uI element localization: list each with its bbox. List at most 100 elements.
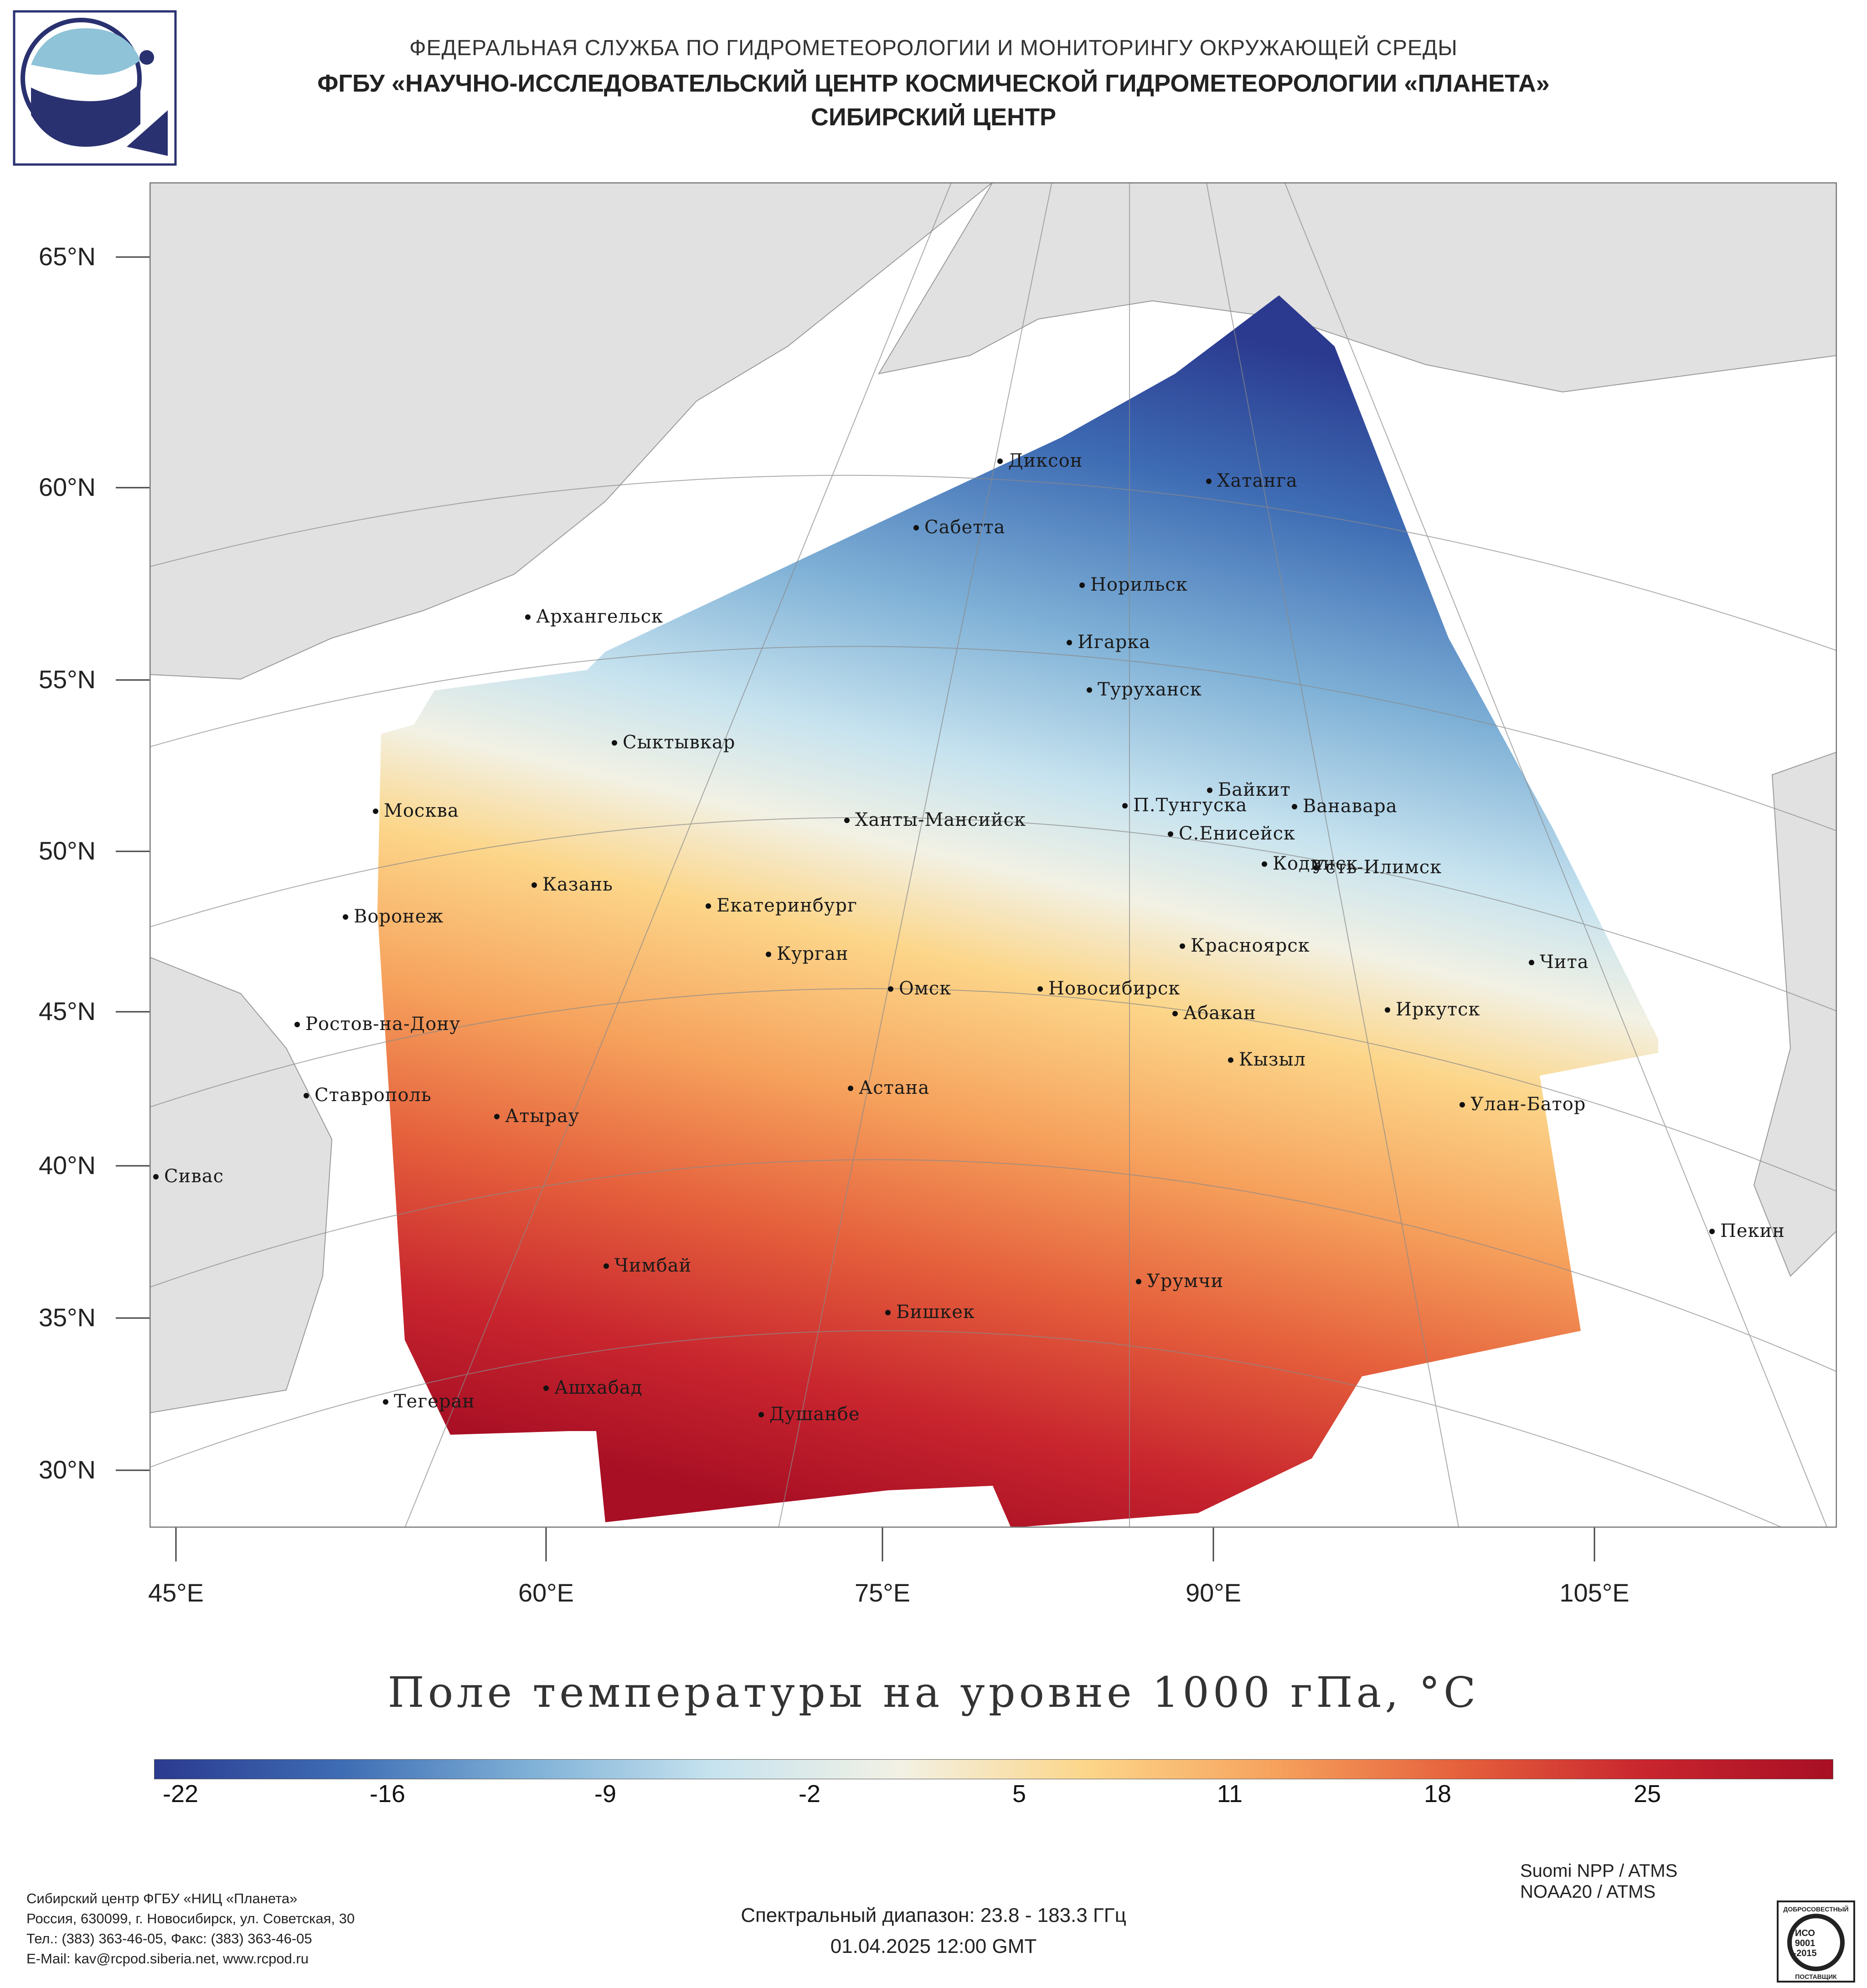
svg-text:Урумчи: Урумчи [1147,1271,1223,1292]
svg-text:Иркутск: Иркутск [1396,999,1480,1020]
city-kurgan: Курган [766,943,849,964]
header-institute: ФГБУ «НАУЧНО-ИССЛЕДОВАТЕЛЬСКИЙ ЦЕНТР КОС… [317,70,1550,97]
lon-label-105e: 105°E [1559,1578,1630,1607]
city-vanavara: Ванавара [1292,796,1398,817]
svg-text:ИСО: ИСО [1795,1928,1815,1938]
svg-text:Абакан: Абакан [1183,1003,1256,1024]
lon-label-45e: 45°E [148,1578,204,1607]
svg-text:Архангельск: Архангельск [536,606,663,627]
colorbar-tick: 5 [1012,1780,1026,1808]
svg-text:Кодинск: Кодинск [1273,853,1358,874]
header-center: СИБИРСКИЙ ЦЕНТР [810,103,1057,131]
footer-satellites: Suomi NPP / ATMS NOAA20 / ATMS [1520,1860,1677,1902]
city-khatanga: Хатанга [1206,470,1298,491]
svg-text:Улан-Батор: Улан-Батор [1470,1094,1586,1115]
temperature-swath [377,295,1658,1528]
lon-label-90e: 90°E [1185,1578,1242,1607]
colorbar-tick: 11 [1217,1780,1243,1808]
svg-text:Ванавара: Ванавара [1303,796,1398,817]
east-asia-land [1753,751,1837,1277]
city-turukhansk: Туруханск [1087,679,1202,700]
city-astana: Астана [848,1077,929,1098]
footer-organization: Сибирский центр ФГБУ «НИЦ «Планета» Росс… [26,1889,355,1969]
city-dushanbe: Душанбе [758,1404,860,1425]
svg-text:ДОБРОСОВЕСТНЫЙ: ДОБРОСОВЕСТНЫЙ [1783,1905,1848,1913]
svg-text:Красноярск: Красноярск [1191,935,1310,956]
svg-text:Воронеж: Воронеж [354,906,444,927]
svg-text:Кызыл: Кызыл [1239,1049,1306,1070]
colorbar-tick: 18 [1423,1780,1452,1808]
city-urumqi: Урумчи [1136,1271,1223,1292]
svg-text:Хатанга: Хатанга [1217,470,1298,491]
city-ashgabat: Ашхабад [543,1377,642,1398]
city-norilsk: Норильск [1079,574,1188,595]
city-rostov-na-donu: Ростов-на-Дону [294,1014,460,1035]
city-dixon: Диксон [997,450,1083,471]
temperature-map: Диксон Хатанга Сабетта Норильск Архангел… [150,182,1837,1528]
city-stavropol: Ставрополь [304,1085,432,1106]
svg-text:Бишкек: Бишкек [896,1302,975,1323]
svg-text:Усть-Илимск: Усть-Илимск [1312,857,1442,878]
svg-text:Астана: Астана [859,1077,929,1098]
city-voronezh: Воронеж [343,906,444,927]
svg-text:Норильск: Норильск [1090,574,1188,595]
svg-text:Екатеринбург: Екатеринбург [717,895,857,916]
svg-text:Ханты-Мансийск: Ханты-Мансийск [855,809,1026,830]
city-baikit: Байкит [1207,779,1291,800]
footer-datetime: 01.04.2025 12:00 GMT [830,1935,1037,1957]
map-title: Поле температуры на уровне 1000 гПа, °C [387,1668,1480,1717]
svg-text:Туруханск: Туруханск [1098,679,1202,700]
svg-text:Ростов-на-Дону: Ростов-на-Дону [305,1014,460,1035]
city-sivas: Сивас [153,1166,223,1187]
city-chita: Чита [1529,952,1589,973]
lon-label-60e: 60°E [518,1578,574,1607]
lat-label-60n: 60°N [38,473,96,501]
city-atyrau: Атырау [494,1106,579,1127]
city-yekaterinburg: Екатеринбург [706,895,857,916]
svg-text:Курган: Курган [777,943,849,964]
caspian-region-land [150,956,333,1414]
colorbar [154,1759,1833,1779]
lat-label-45n: 45°N [38,997,96,1025]
footer-org-line: Тел.: (383) 363-46-05, Факс: (383) 363-4… [26,1931,312,1947]
svg-text:Душанбе: Душанбе [769,1404,860,1425]
city-arkhangelsk: Архангельск [525,606,663,627]
city-bishkek: Бишкек [885,1302,975,1323]
city-igarka: Игарка [1067,632,1150,653]
svg-text:С.Енисейск: С.Енисейск [1179,823,1295,844]
city-khanty-mansiysk: Ханты-Мансийск [844,809,1026,830]
svg-text:Тегеран: Тегеран [394,1391,475,1412]
lat-label-35n: 35°N [38,1303,96,1332]
city-s-yeniseysk: С.Енисейск [1168,823,1295,844]
header-agency: ФЕДЕРАЛЬНАЯ СЛУЖБА ПО ГИДРОМЕТЕОРОЛОГИИ … [409,36,1458,60]
svg-text:Сыктывкар: Сыктывкар [623,732,735,753]
svg-text:Омск: Омск [899,978,951,999]
lat-label-65n: 65°N [38,242,96,271]
svg-text:ПОСТАВЩИК: ПОСТАВЩИК [1795,1973,1837,1980]
svg-text:Казань: Казань [542,874,613,895]
svg-text:Байкит: Байкит [1218,779,1291,800]
svg-text:Новосибирск: Новосибирск [1048,978,1180,999]
iso-badge: ДОБРОСОВЕСТНЫЙ ИСО 9001 -2015 ПОСТАВЩИК [1777,1900,1855,1983]
city-markers: Диксон Хатанга Сабетта Норильск Архангел… [153,450,1785,1425]
lat-label-30n: 30°N [38,1455,96,1484]
svg-text:-2015: -2015 [1793,1948,1816,1958]
svg-text:Ставрополь: Ставрополь [315,1085,432,1106]
city-kyzyl: Кызыл [1228,1049,1306,1070]
svg-text:Диксон: Диксон [1008,450,1083,471]
footer-spectral-range: Спектральный диапазон: 23.8 - 183.3 ГГц [741,1904,1126,1926]
city-syktyvkar: Сыктывкар [612,732,735,753]
arctic-land-north [877,182,1837,393]
lon-label-75e: 75°E [854,1578,911,1607]
colorbar-tick: -16 [369,1780,406,1808]
svg-text:Чита: Чита [1540,952,1589,973]
svg-text:Сабетта: Сабетта [924,517,1005,538]
svg-text:9001: 9001 [1795,1938,1815,1948]
city-kodinsk: Кодинск [1262,853,1358,874]
city-p-tunguska: П.Тунгуска [1122,795,1247,816]
city-sabetta: Сабетта [913,517,1005,538]
city-beijing: Пекин [1709,1221,1785,1241]
city-moscow: Москва [373,800,459,821]
svg-text:Пекин: Пекин [1720,1221,1785,1241]
